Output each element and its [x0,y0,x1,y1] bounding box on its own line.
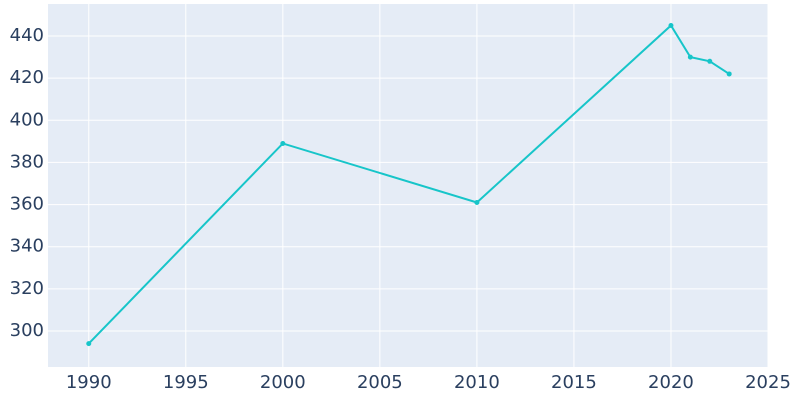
y-tick-label: 420 [10,67,44,88]
y-tick-label: 340 [10,236,44,257]
y-tick-label: 440 [10,25,44,46]
point [687,54,693,60]
x-tick-label: 2010 [454,372,500,393]
y-tick-label: 360 [10,194,44,215]
point [86,341,92,347]
point [707,58,713,64]
point [668,22,674,28]
x-tick-label: 1990 [66,372,112,393]
point [280,140,286,146]
y-tick-label: 400 [10,109,44,130]
y-tick-label: 300 [10,320,44,341]
plot-area [48,4,768,367]
y-tick-label: 320 [10,278,44,299]
x-tick-label: 2020 [648,372,694,393]
x-tick-label: 2025 [745,372,791,393]
x-tick-label: 2015 [551,372,597,393]
x-tick-label: 2000 [260,372,306,393]
point [726,71,732,77]
x-tick-label: 1995 [163,372,209,393]
y-tick-label: 380 [10,151,44,172]
point [474,199,480,205]
x-tick-label: 2005 [357,372,403,393]
